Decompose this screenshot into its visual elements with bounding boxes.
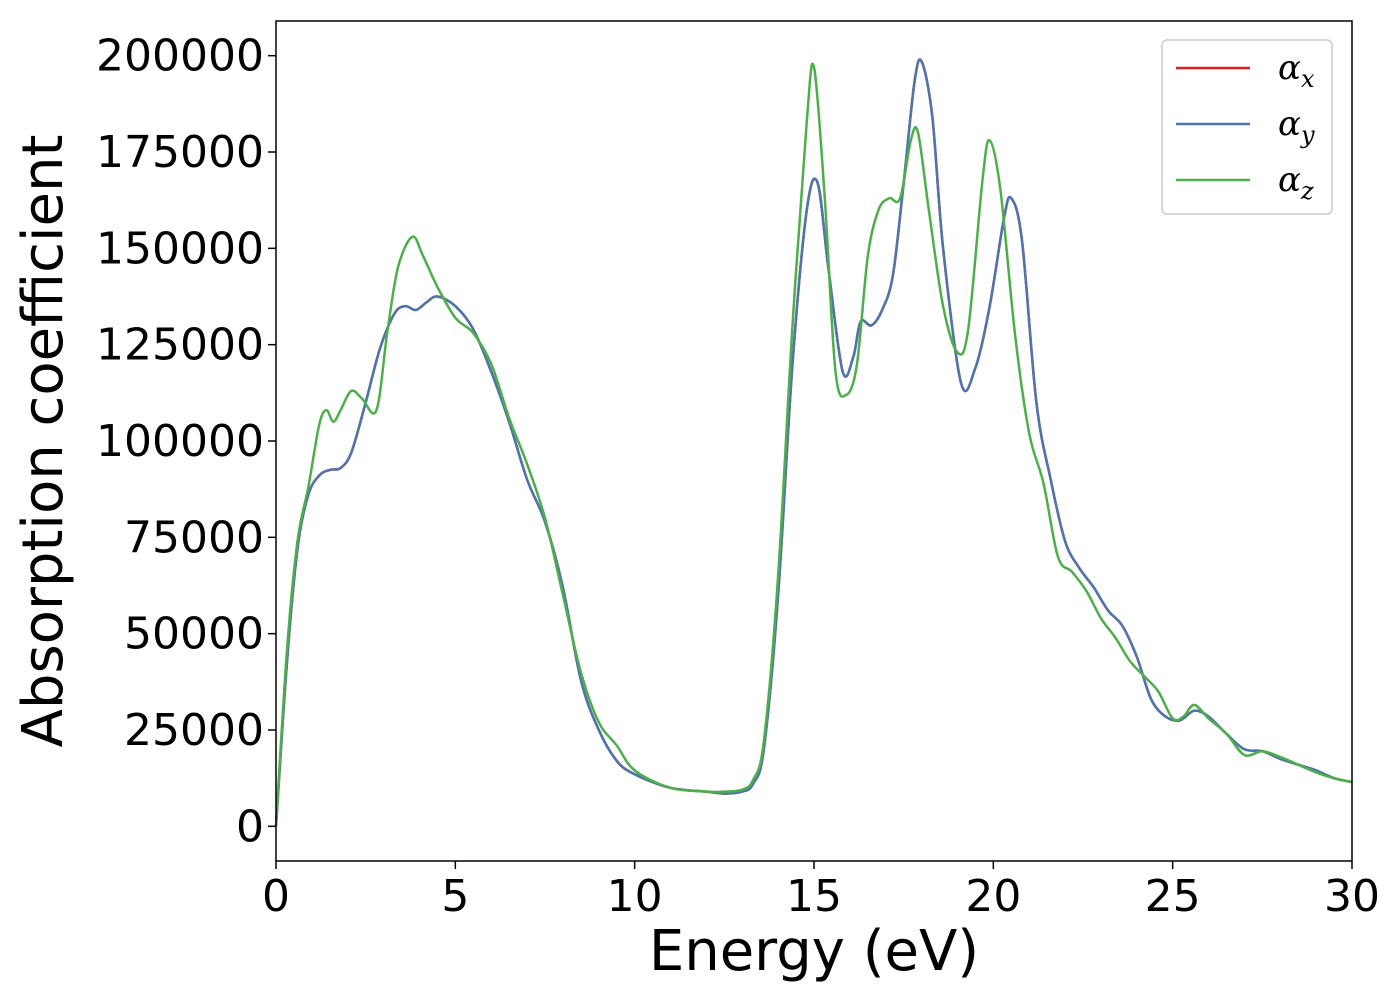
y-tick-label: 75000 <box>124 512 264 563</box>
series-line-y <box>274 58 1353 827</box>
y-tick-label: 125000 <box>96 320 264 371</box>
x-tick-label: 25 <box>1145 871 1201 922</box>
x-tick-label: 20 <box>965 871 1021 922</box>
y-axis: 0 25000 50000 75000 100000 125000 150000 175000… <box>96 31 276 852</box>
y-tick-label: 175000 <box>96 127 264 178</box>
y-tick-label: 150000 <box>96 223 264 274</box>
series-line-z <box>274 62 1353 827</box>
x-tick-label: 0 <box>262 871 290 922</box>
legend-box <box>1161 39 1333 215</box>
y-tick-label: 0 <box>236 801 264 852</box>
x-tick-label: 5 <box>441 871 469 922</box>
x-tick-label: 15 <box>786 871 842 922</box>
x-tick-label: 30 <box>1324 871 1380 922</box>
x-axis: 0 5 10 15 20 25 30 <box>262 861 1380 922</box>
x-tick-label: 10 <box>607 871 663 922</box>
series-layer <box>274 58 1353 827</box>
y-tick-label: 100000 <box>96 416 264 467</box>
y-tick-label: 200000 <box>96 31 264 82</box>
y-axis-title: Absorption coefficient <box>11 135 76 748</box>
y-tick-label: 50000 <box>124 609 264 660</box>
x-axis-title: Energy (eV) <box>649 919 979 984</box>
y-tick-label: 25000 <box>124 705 264 756</box>
